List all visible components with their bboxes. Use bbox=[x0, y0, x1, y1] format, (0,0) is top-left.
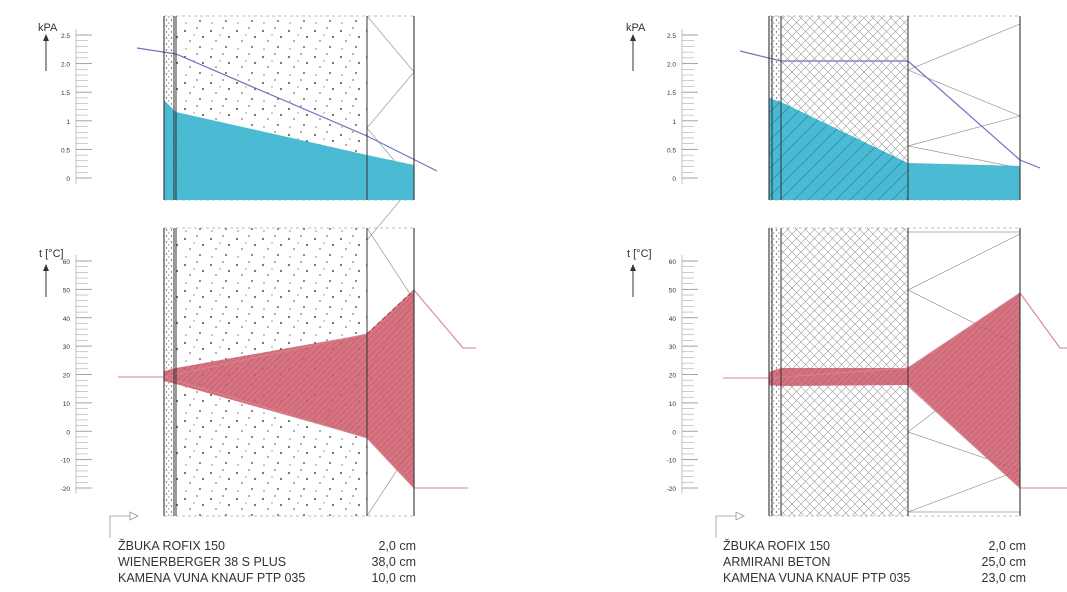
scale-tick-label: 40 bbox=[63, 316, 71, 323]
arrow-pointer-icon bbox=[109, 511, 139, 538]
layer-table-left: ŽBUKA ROFIX 150 2,0 cm WIENERBERGER 38 S… bbox=[118, 538, 416, 586]
scale-tick-label: 1 bbox=[672, 119, 676, 126]
temperature-line-upper bbox=[118, 289, 476, 378]
scale-tick-label: 1.5 bbox=[61, 90, 70, 97]
scale-tick-label: -10 bbox=[61, 458, 71, 465]
scale-tick-label: -10 bbox=[667, 458, 677, 465]
layer-thickness: 23,0 cm bbox=[981, 571, 1026, 585]
scale-tick-label: 0 bbox=[672, 176, 676, 183]
scale-tick-label: 10 bbox=[63, 401, 71, 408]
scale-label: kPA bbox=[38, 22, 58, 34]
scale-tick-label: 20 bbox=[669, 373, 677, 380]
scale-tick-label: 0.5 bbox=[667, 147, 676, 154]
layer-name: KAMENA VUNA KNAUF PTP 035 bbox=[118, 571, 306, 585]
layer-thickness: 25,0 cm bbox=[981, 555, 1026, 569]
scale-tick-label: 20 bbox=[63, 373, 71, 380]
up-arrow-icon bbox=[43, 34, 49, 41]
section-left: 2.5 2.0 1.5 1 0.5 0 kPA 60 50 40 30 20 10 0 -10 -20 t [°… bbox=[38, 15, 476, 538]
pointer-head bbox=[129, 511, 139, 521]
layer-name: ŽBUKA ROFIX 150 bbox=[118, 539, 225, 553]
vapour-pressure-area bbox=[164, 100, 414, 200]
scale-tick-label: 1.5 bbox=[667, 90, 676, 97]
up-arrow-icon bbox=[630, 264, 636, 271]
layer-thickness: 2,0 cm bbox=[988, 539, 1026, 553]
scale-tick-label: 0 bbox=[672, 429, 676, 436]
vapour-pressure-hatch bbox=[769, 98, 908, 200]
layer-thickness: 38,0 cm bbox=[371, 555, 416, 569]
temperature-line-upper bbox=[723, 292, 1067, 379]
scale-tick-label: 2.0 bbox=[61, 62, 70, 69]
scale-tick-label: 50 bbox=[669, 287, 677, 294]
scale-tick-label: 0 bbox=[66, 176, 70, 183]
layer-row: ŽBUKA ROFIX 150 2,0 cm bbox=[118, 538, 416, 554]
temperature-diagram: 60 50 40 30 20 10 0 -10 -20 t [°C] bbox=[627, 227, 1067, 517]
layer-name: ARMIRANI BETON bbox=[723, 555, 831, 569]
scale-tick-label: 0.5 bbox=[61, 147, 70, 154]
temperature-diagram: 60 50 40 30 20 10 0 -10 -20 t [°C] bbox=[39, 227, 476, 517]
scale-tick-label: 10 bbox=[669, 401, 677, 408]
temperature-scale: 60 50 40 30 20 10 0 -10 -20 t [°C] bbox=[39, 248, 92, 494]
layer-row: KAMENA VUNA KNAUF PTP 035 10,0 cm bbox=[118, 570, 416, 586]
layer-thickness: 10,0 cm bbox=[371, 571, 416, 585]
saturation-pressure-line bbox=[136, 47, 438, 172]
layer-row: KAMENA VUNA KNAUF PTP 035 23,0 cm bbox=[723, 570, 1026, 586]
temperature-dashed-line bbox=[366, 289, 415, 335]
temperature-range-hatch bbox=[164, 290, 414, 488]
section-right: 2.5 2.0 1.5 1 0.5 0 kPA 60 50 40 30 20 10 0 -10 -20 t [°… bbox=[626, 15, 1067, 538]
up-arrow-icon bbox=[630, 34, 636, 41]
scale-label: t [°C] bbox=[627, 248, 652, 260]
layer-row: ARMIRANI BETON 25,0 cm bbox=[723, 554, 1026, 570]
scale-tick-label: 60 bbox=[63, 259, 71, 266]
scale-label: kPA bbox=[626, 22, 646, 34]
layer-row: WIENERBERGER 38 S PLUS 38,0 cm bbox=[118, 554, 416, 570]
temperature-line-lower bbox=[163, 376, 468, 489]
scale-tick-label: -20 bbox=[61, 486, 71, 493]
arrow-pointer-icon bbox=[715, 511, 745, 538]
scale-tick-label: 50 bbox=[63, 287, 71, 294]
scale-tick-label: 0 bbox=[66, 429, 70, 436]
temperature-range-hatch bbox=[769, 293, 1020, 488]
pointer-line bbox=[715, 515, 736, 538]
scale-tick-label: 60 bbox=[669, 259, 677, 266]
layer-name: ŽBUKA ROFIX 150 bbox=[723, 539, 830, 553]
layer-name: KAMENA VUNA KNAUF PTP 035 bbox=[723, 571, 911, 585]
scale-tick-label: 1 bbox=[66, 119, 70, 126]
layer-name: WIENERBERGER 38 S PLUS bbox=[118, 555, 287, 569]
scale-tick-label: 40 bbox=[669, 316, 677, 323]
scale-label: t [°C] bbox=[39, 248, 64, 260]
pressure-diagram: 2.5 2.0 1.5 1 0.5 0 kPA bbox=[38, 15, 438, 241]
scale-tick-label: 2.5 bbox=[667, 33, 676, 40]
pointer-line bbox=[109, 515, 130, 538]
layer-table-right: ŽBUKA ROFIX 150 2,0 cm ARMIRANI BETON 25… bbox=[723, 538, 1026, 586]
scale-tick-label: 30 bbox=[669, 344, 677, 351]
insulation-zigzag bbox=[907, 23, 1022, 169]
scale-tick-label: 2.5 bbox=[61, 33, 70, 40]
pressure-scale: 2.5 2.0 1.5 1 0.5 0 kPA bbox=[626, 22, 698, 184]
temperature-scale: 60 50 40 30 20 10 0 -10 -20 t [°C] bbox=[627, 248, 698, 494]
pressure-scale: 2.5 2.0 1.5 1 0.5 0 kPA bbox=[38, 22, 92, 184]
pressure-diagram: 2.5 2.0 1.5 1 0.5 0 kPA bbox=[626, 15, 1041, 201]
scale-tick-label: 2.0 bbox=[667, 62, 676, 69]
layer-row: ŽBUKA ROFIX 150 2,0 cm bbox=[723, 538, 1026, 554]
scale-tick-label: -20 bbox=[667, 486, 677, 493]
up-arrow-icon bbox=[43, 264, 49, 271]
insulation-zigzag bbox=[366, 15, 415, 241]
scale-tick-label: 30 bbox=[63, 344, 71, 351]
layer-thickness: 2,0 cm bbox=[378, 539, 416, 553]
pointer-head bbox=[735, 511, 745, 521]
